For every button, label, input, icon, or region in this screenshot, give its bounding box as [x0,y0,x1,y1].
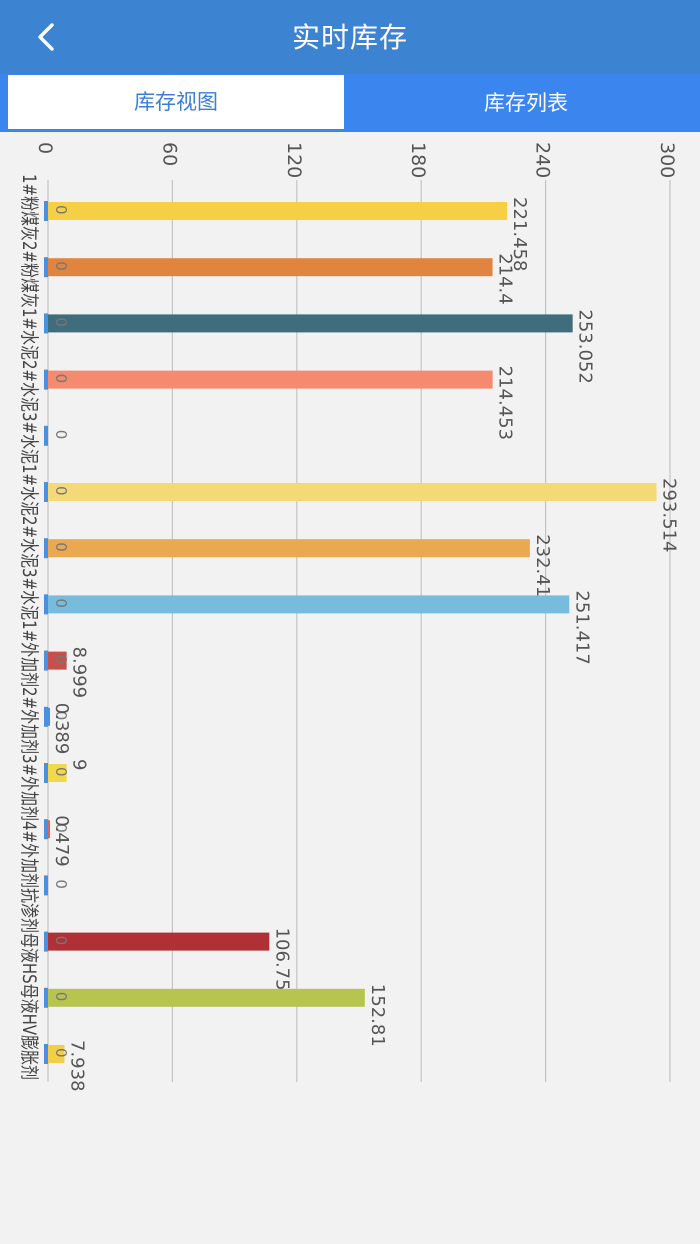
bar [48,258,493,277]
inventory-bar-chart: 0 60 120 180 240 300 0 221.458 0 214.4 0 253.052 0 21… [18,142,680,1092]
baseline-value-label: 0 [52,936,70,946]
baseline-bar [44,819,48,840]
chevron-left-icon[interactable] [28,18,66,56]
baseline-value-label: 0 [52,317,70,327]
bar [48,595,570,614]
baseline-value-label: 0 [52,879,70,889]
baseline-value-label: 0 [52,1048,70,1058]
bar-value-label: 214.4 [495,253,516,305]
bar-value-label: 7.938 [66,1040,87,1092]
baseline-bar [44,369,48,390]
baseline-value-label: 0 [52,374,70,384]
baseline-value-label: 0 [52,598,70,608]
bar [48,370,493,389]
page-title: 实时库存 [291,21,408,54]
baseline-bar [44,594,48,615]
baseline-value-label: 0 [52,992,70,1002]
axis-tick-label: 240 [532,142,554,178]
bar [48,483,657,501]
axis-tick-label: 120 [283,142,305,178]
bar-value-label: 253.052 [575,309,596,383]
baseline-value-label: 0 [52,430,70,440]
tab-inventory-list[interactable]: 库存列表 [484,91,568,115]
baseline-bar [44,650,48,671]
bar-value-label: 0.389 [51,703,72,755]
bar [48,651,67,670]
baseline-value-label: 0 [52,655,70,665]
tab-inventory-view[interactable]: 库存视图 [8,75,344,129]
bar-value-label: 8.999 [69,647,90,699]
baseline-bar [44,706,48,727]
category-labels: 1#粉煤灰2#粉煤灰1#水泥2#水泥3#水泥1#水泥2#水泥3#水泥1#外加剂2… [18,174,40,1080]
bar [48,988,365,1007]
axis-tick-label: 300 [656,142,678,178]
baseline-bar [44,201,48,221]
baseline-bar [44,875,48,896]
bar-value-label: 293.514 [659,478,680,552]
baseline-value-label: 0 [52,711,70,721]
bar [48,202,508,220]
baseline-bar [44,313,48,334]
bar [48,932,270,951]
tab-bar: 库存视图 库存列表 [0,74,700,132]
bar-value-label: 0.479 [51,815,72,867]
baseline-bar [44,538,48,559]
axis-tick-label: 60 [158,142,180,166]
baseline-value-label: 0 [52,486,70,496]
bar [48,539,530,558]
baseline-bar [44,425,48,446]
baseline-value-label: 0 [52,823,70,833]
bar-value-label: 214.453 [495,366,516,440]
bar [48,314,573,333]
baseline-bar [44,1044,48,1064]
bar-value-label: 221.458 [509,197,530,271]
bar [48,820,50,839]
baseline-value-label: 0 [52,542,70,552]
bar-value-label: 106.75 [271,928,292,991]
baseline-value-label: 0 [52,261,70,271]
baseline-value-label: 0 [52,767,70,777]
baseline-bar [44,987,48,1008]
bar [48,764,67,782]
bar [48,1045,65,1063]
bar-value-label: 232.417 [532,534,553,608]
baseline-bar [44,257,48,278]
baseline-bar [44,482,48,502]
app-header: 实时库存 [0,0,700,74]
baseline-bar [44,763,48,783]
bar-value-label: 152.81 [367,984,388,1047]
axis-tick-label: 0 [34,142,56,154]
bar [48,707,50,726]
baseline-bar [44,931,48,952]
bar-value-label: 9 [69,759,90,770]
bar-value-label: 251.417 [571,590,592,664]
axis-tick-label: 180 [407,142,429,178]
baseline-value-label: 0 [52,205,70,215]
